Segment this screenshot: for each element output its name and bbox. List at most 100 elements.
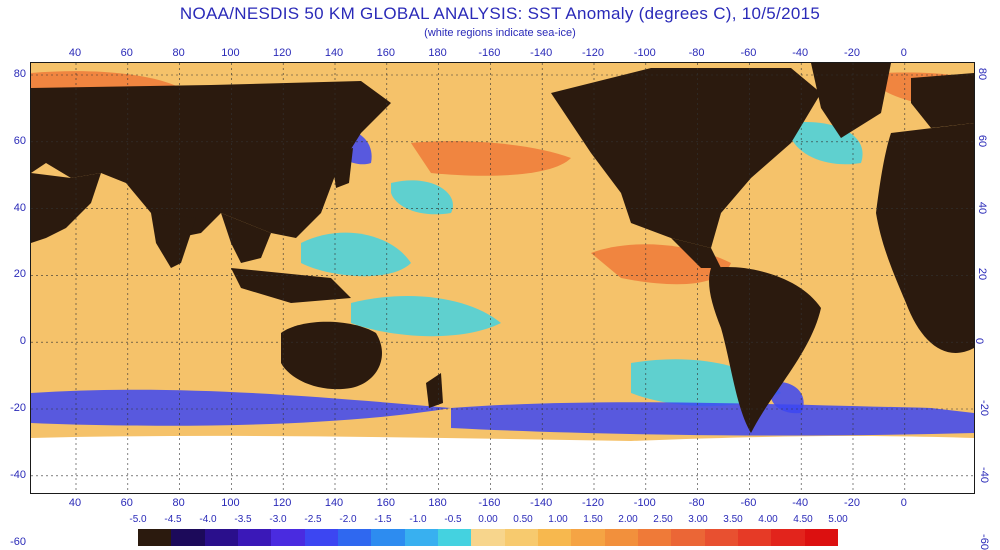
legend-swatch bbox=[271, 529, 305, 546]
longitude-axis-top: 40 60 80 100 120 140 160 180 -160 -140 -120 -100 -80… bbox=[30, 47, 975, 61]
legend-label: 4.00 bbox=[758, 514, 778, 525]
latitude-label: -40 bbox=[10, 468, 26, 481]
legend-label: 5.00 bbox=[828, 514, 848, 525]
landmass-japan bbox=[331, 148, 353, 188]
legend-label: -4.0 bbox=[199, 514, 217, 525]
longitude-label: 160 bbox=[376, 497, 395, 509]
latitude-label: 60 bbox=[13, 134, 26, 147]
color-legend bbox=[138, 529, 838, 546]
longitude-label: 100 bbox=[221, 497, 240, 509]
legend-swatch bbox=[704, 529, 738, 546]
legend-swatch bbox=[437, 529, 472, 546]
longitude-label: 60 bbox=[120, 47, 133, 59]
legend-label: -4.5 bbox=[164, 514, 182, 525]
longitude-label: 120 bbox=[273, 497, 292, 509]
longitude-label: -100 bbox=[633, 47, 656, 59]
sea-ice-layer bbox=[31, 435, 974, 493]
longitude-axis-bottom: 40 60 80 100 120 140 160 180 -160 -140 -120 -100 -80… bbox=[30, 497, 975, 511]
latitude-label: 60 bbox=[976, 134, 989, 147]
longitude-label: -60 bbox=[740, 497, 757, 509]
legend-swatch bbox=[138, 529, 172, 546]
antarctic-sea-ice bbox=[31, 435, 974, 493]
legend-label: -1.5 bbox=[374, 514, 392, 525]
longitude-label: -20 bbox=[844, 497, 860, 509]
landmass-indonesia bbox=[231, 268, 351, 303]
latitude-label: 20 bbox=[13, 268, 26, 281]
longitude-label: -160 bbox=[478, 497, 501, 509]
legend-label: 2.50 bbox=[653, 514, 673, 525]
legend-label: 3.50 bbox=[723, 514, 743, 525]
longitude-label: 0 bbox=[900, 497, 907, 509]
legend-swatch bbox=[637, 529, 672, 546]
latitude-label: 20 bbox=[976, 268, 989, 281]
landmass-southeast-asia bbox=[221, 213, 271, 263]
anomaly-patch bbox=[391, 180, 453, 215]
legend-label: -5.0 bbox=[129, 514, 147, 525]
legend-swatch bbox=[571, 529, 605, 546]
longitude-label: 180 bbox=[428, 497, 447, 509]
longitude-label: 180 bbox=[428, 47, 447, 59]
legend-swatch bbox=[404, 529, 438, 546]
landmass-eurasia bbox=[31, 81, 391, 238]
longitude-label: 140 bbox=[324, 47, 344, 59]
latitude-label: 80 bbox=[976, 67, 989, 81]
longitude-label: -100 bbox=[633, 497, 656, 509]
landmass-greenland bbox=[811, 63, 891, 138]
longitude-label: -20 bbox=[844, 47, 860, 59]
landmass-south-america bbox=[709, 267, 821, 433]
longitude-label: -40 bbox=[792, 497, 809, 509]
anomaly-patch bbox=[451, 402, 974, 436]
legend-swatch bbox=[204, 529, 238, 546]
longitude-label: -140 bbox=[530, 47, 553, 59]
latitude-label: 40 bbox=[13, 201, 26, 214]
longitude-label: 140 bbox=[324, 497, 344, 509]
latitude-label: -20 bbox=[10, 402, 26, 414]
legend-label: 1.00 bbox=[548, 514, 568, 525]
longitude-label: 60 bbox=[120, 497, 133, 509]
latitude-label: -60 bbox=[10, 535, 26, 548]
landmass-north-america bbox=[551, 68, 821, 248]
legend-labels: -5.0 -4.5 -4.0 -3.5 -3.0 -2.5 -2.0 -1.5 -1.0 -0.5… bbox=[129, 514, 847, 528]
land-layer bbox=[31, 63, 974, 433]
legend-label: 3.00 bbox=[688, 514, 708, 525]
legend-label: -3.5 bbox=[234, 514, 252, 525]
longitude-label: 40 bbox=[68, 47, 82, 59]
legend-label: -1.0 bbox=[409, 514, 427, 525]
legend-swatch bbox=[471, 529, 505, 546]
longitude-label: 160 bbox=[376, 47, 395, 59]
legend-swatch bbox=[604, 529, 638, 546]
longitude-label: -40 bbox=[792, 47, 809, 59]
longitude-label: 80 bbox=[172, 47, 185, 59]
legend-label: -0.5 bbox=[444, 514, 462, 525]
legend-label: 0.50 bbox=[513, 514, 533, 525]
legend-swatch bbox=[537, 529, 572, 546]
legend-label: 1.50 bbox=[583, 514, 603, 525]
longitude-label: 120 bbox=[273, 47, 292, 59]
graticule-grid bbox=[31, 63, 974, 493]
legend-label: -2.0 bbox=[339, 514, 357, 525]
longitude-label: -160 bbox=[478, 47, 501, 59]
legend-swatch bbox=[737, 529, 772, 546]
legend-swatch bbox=[804, 529, 838, 546]
legend-swatch bbox=[237, 529, 272, 546]
legend-label: 2.00 bbox=[618, 514, 638, 525]
legend-label: 0.00 bbox=[478, 514, 498, 525]
legend-label: -2.5 bbox=[304, 514, 322, 525]
landmass-india bbox=[151, 213, 196, 268]
landmass-europe bbox=[911, 73, 974, 128]
anomaly-patch bbox=[301, 232, 411, 277]
longitude-label: -120 bbox=[581, 47, 605, 59]
longitude-label: -140 bbox=[530, 497, 553, 509]
anomaly-patch bbox=[770, 382, 804, 414]
legend-swatch bbox=[504, 529, 538, 546]
latitude-label: -40 bbox=[977, 466, 990, 483]
longitude-label: -80 bbox=[688, 497, 705, 509]
landmass-africa bbox=[876, 123, 974, 353]
map-title: NOAA/NESDIS 50 KM GLOBAL ANALYSIS: SST A… bbox=[179, 4, 821, 23]
longitude-label: 40 bbox=[68, 497, 82, 509]
longitude-label: 0 bbox=[900, 47, 907, 59]
sst-anomaly-map bbox=[30, 62, 975, 494]
legend-swatch bbox=[771, 529, 805, 546]
latitude-label: 40 bbox=[976, 201, 989, 214]
map-subtitle: (white regions indicate sea-ice) bbox=[424, 27, 576, 39]
